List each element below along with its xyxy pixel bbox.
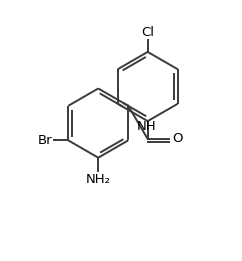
Text: Cl: Cl: [141, 26, 154, 39]
Text: O: O: [172, 132, 183, 145]
Text: Br: Br: [38, 134, 53, 147]
Text: NH: NH: [137, 120, 156, 133]
Text: NH₂: NH₂: [86, 173, 111, 186]
